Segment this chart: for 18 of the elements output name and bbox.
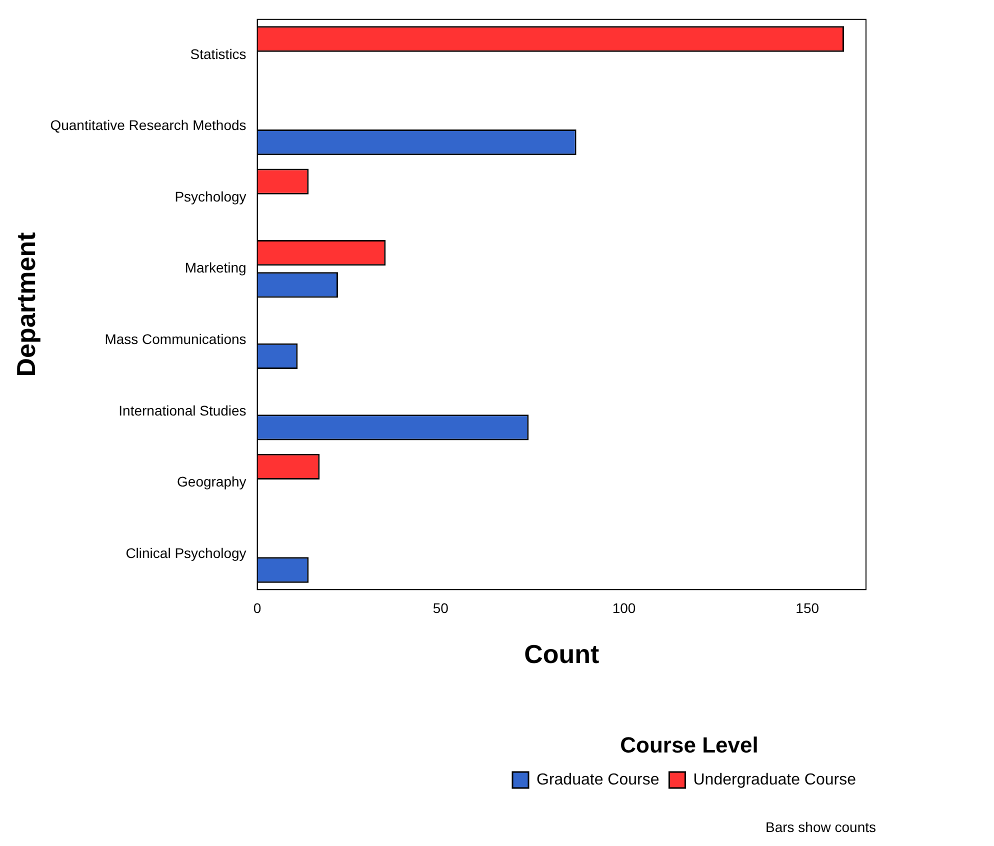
- y-tick-label: Statistics: [190, 46, 246, 62]
- y-tick-label: Marketing: [184, 260, 246, 276]
- legend-label: Undergraduate Course: [693, 771, 856, 788]
- y-axis-title: Department: [10, 232, 41, 377]
- x-axis-title: Count: [524, 639, 600, 670]
- y-tick-label: Mass Communications: [104, 330, 246, 347]
- legend-title: Course Level: [620, 732, 758, 758]
- x-tick-label: 0: [253, 600, 262, 616]
- y-tick-label: Psychology: [174, 188, 246, 204]
- y-tick-label: Geography: [177, 474, 246, 490]
- text: Bars show counts: [766, 818, 876, 835]
- y-tick-label: Quantitative Research Methods: [50, 117, 246, 134]
- legend-label: Graduate Course: [536, 771, 660, 788]
- x-tick-label: 100: [612, 600, 636, 616]
- y-tick-label: Clinical Psychology: [126, 544, 246, 561]
- y-tick-label: International Studies: [118, 402, 246, 418]
- x-tick-label: 150: [796, 600, 820, 616]
- x-tick-label: 50: [432, 600, 449, 616]
